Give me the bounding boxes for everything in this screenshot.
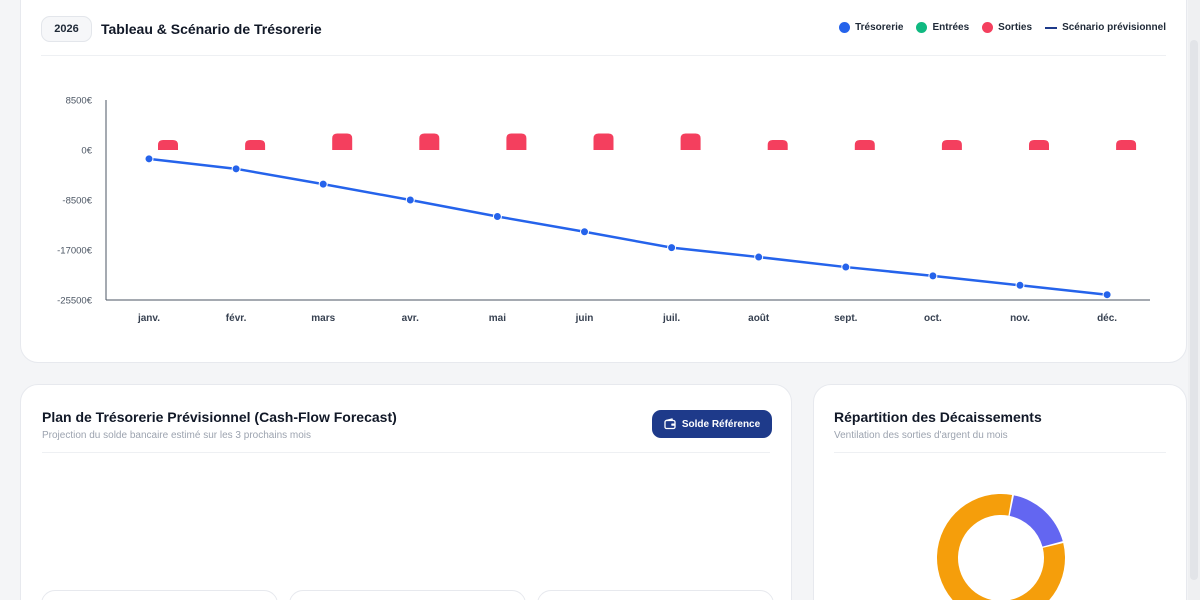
legend-label: Scénario prévisionnel bbox=[1062, 22, 1166, 33]
x-tick-label: mars bbox=[311, 313, 335, 324]
year-badge[interactable]: 2026 bbox=[41, 16, 92, 42]
tresorerie-point bbox=[928, 271, 938, 281]
tresorerie-point bbox=[405, 195, 415, 205]
sorties-bar bbox=[245, 140, 266, 150]
forecast-month-card bbox=[537, 590, 774, 600]
reference-balance-button[interactable]: Solde Référence bbox=[652, 410, 772, 438]
wallet-icon bbox=[664, 418, 676, 430]
sorties-bar bbox=[419, 133, 440, 150]
x-tick-label: nov. bbox=[1010, 313, 1030, 324]
tresorerie-line bbox=[148, 157, 1108, 296]
legend-dot-icon bbox=[982, 22, 994, 33]
disbursement-divider bbox=[834, 452, 1166, 453]
tresorerie-point bbox=[231, 164, 241, 174]
reference-balance-label: Solde Référence bbox=[681, 418, 761, 430]
x-tick-label: févr. bbox=[226, 313, 247, 324]
tresorerie-point bbox=[580, 227, 589, 237]
sorties-bar bbox=[593, 133, 614, 150]
x-tick-label: juil. bbox=[662, 313, 680, 324]
donut-slice[interactable] bbox=[1009, 495, 1063, 547]
forecast-month-card bbox=[289, 590, 526, 600]
disbursement-subtitle: Ventilation des sorties d'argent du mois bbox=[834, 430, 1008, 441]
tresorerie-point bbox=[1102, 290, 1112, 300]
tresorerie-point bbox=[667, 243, 677, 253]
x-tick-label: déc. bbox=[1097, 313, 1117, 324]
x-tick-label: août bbox=[748, 313, 770, 324]
x-tick-label: mai bbox=[489, 313, 506, 324]
legend-dot-icon bbox=[839, 22, 851, 33]
tresorerie-point bbox=[144, 154, 154, 164]
chart-legend: Trésorerie Entrées Sorties Scénario prév… bbox=[839, 22, 1166, 33]
sorties-bar bbox=[941, 140, 962, 150]
legend-item-entrees[interactable]: Entrées bbox=[916, 22, 969, 33]
y-tick-label: -17000€ bbox=[57, 246, 93, 257]
legend-dash-icon bbox=[1045, 26, 1058, 29]
y-tick-label: 0€ bbox=[81, 146, 92, 157]
donut-slice[interactable] bbox=[937, 494, 1065, 600]
disbursement-donut bbox=[937, 494, 1065, 600]
tresorerie-point bbox=[754, 252, 764, 262]
forecast-subtitle: Projection du solde bancaire estimé sur … bbox=[42, 430, 312, 441]
sorties-bar bbox=[680, 133, 701, 150]
x-tick-label: avr. bbox=[402, 313, 419, 324]
cash-chart-card: 2026 Tableau & Scénario de Trésorerie Tr… bbox=[20, 0, 1187, 363]
forecast-card: Plan de Trésorerie Prévisionnel (Cash-Fl… bbox=[20, 384, 792, 600]
tresorerie-point bbox=[1015, 280, 1025, 290]
sorties-bar bbox=[158, 140, 178, 150]
sorties-bar bbox=[506, 133, 527, 150]
x-tick-label: juin bbox=[575, 313, 594, 324]
tresorerie-point bbox=[318, 179, 328, 189]
legend-label: Trésorerie bbox=[855, 22, 904, 33]
legend-label: Sorties bbox=[998, 22, 1033, 33]
x-tick-label: sept. bbox=[834, 313, 858, 324]
forecast-title: Plan de Trésorerie Prévisionnel (Cash-Fl… bbox=[42, 409, 397, 425]
chart-title: Tableau & Scénario de Trésorerie bbox=[101, 21, 322, 37]
cash-flow-chart: 8500€ 0€ -8500€ -17000€ -25500€ janv. févr. mar… bbox=[57, 96, 1150, 324]
y-tick-label: 8500€ bbox=[66, 96, 93, 107]
x-tick-label: janv. bbox=[137, 313, 160, 324]
sorties-bar bbox=[854, 140, 875, 150]
legend-item-tresorerie[interactable]: Trésorerie bbox=[839, 22, 903, 33]
sorties-bar bbox=[332, 133, 353, 150]
forecast-divider bbox=[42, 452, 770, 453]
header-divider bbox=[41, 55, 1166, 56]
legend-item-scenario[interactable]: Scénario prévisionnel bbox=[1045, 22, 1166, 33]
tresorerie-point bbox=[841, 262, 851, 272]
legend-item-sorties[interactable]: Sorties bbox=[982, 22, 1032, 33]
sorties-bar bbox=[1029, 140, 1049, 150]
x-tick-label: oct. bbox=[924, 313, 942, 324]
sorties-bar bbox=[767, 140, 788, 150]
page-scrollbar[interactable] bbox=[1188, 0, 1200, 600]
y-tick-label: -25500€ bbox=[57, 296, 93, 307]
tresorerie-point bbox=[492, 211, 502, 221]
disbursement-card: Répartition des Décaissements Ventilatio… bbox=[813, 384, 1187, 600]
forecast-month-card bbox=[41, 590, 278, 600]
disbursement-title: Répartition des Décaissements bbox=[834, 409, 1042, 425]
scrollbar-thumb[interactable] bbox=[1190, 40, 1198, 580]
legend-dot-icon bbox=[916, 22, 928, 33]
y-tick-label: -8500€ bbox=[62, 196, 92, 207]
legend-label: Entrées bbox=[932, 22, 970, 33]
sorties-bar bbox=[1116, 140, 1137, 150]
